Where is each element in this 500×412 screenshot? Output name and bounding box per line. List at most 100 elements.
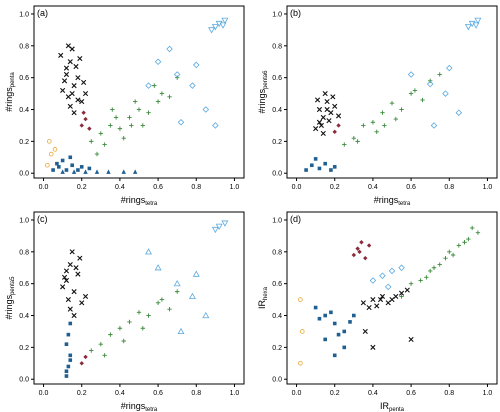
data-point: [374, 303, 380, 309]
data-point: [446, 64, 453, 72]
plot-frame: [33, 5, 245, 179]
data-point: [75, 97, 81, 103]
x-tick-label: 0.2: [330, 184, 340, 191]
data-point: [355, 246, 360, 251]
data-point: [317, 316, 322, 321]
data-point: [408, 91, 414, 96]
data-point: [370, 297, 376, 303]
data-point: [75, 271, 81, 277]
data-point: [380, 110, 385, 115]
data-point: [332, 129, 337, 135]
data-point: [140, 123, 146, 128]
data-point: [63, 71, 70, 78]
data-point: [79, 165, 84, 169]
data-point: [71, 289, 77, 295]
data-point: [332, 165, 337, 169]
data-point: [81, 79, 87, 86]
data-point: [60, 169, 65, 174]
data-point: [408, 336, 414, 342]
series-x: [58, 43, 89, 116]
data-point: [127, 319, 132, 325]
data-point: [94, 151, 100, 157]
x-axis-label-main: #rings: [121, 195, 146, 205]
data-point: [450, 252, 456, 258]
data-point: [370, 344, 376, 350]
data-point: [362, 328, 368, 335]
data-point: [389, 100, 395, 106]
data-point: [317, 166, 322, 171]
data-point: [335, 113, 342, 119]
x-tick-label: 0.4: [115, 390, 125, 397]
y-tick-label: 0.4: [19, 107, 29, 114]
data-point: [215, 223, 223, 230]
data-point: [46, 139, 52, 144]
x-tick-label: 0.6: [406, 390, 416, 397]
data-point: [370, 120, 376, 125]
x-axis-label-sub: tetra: [145, 407, 158, 412]
data-point: [60, 87, 66, 93]
y-tick-label: 0.0: [19, 377, 29, 384]
data-point: [366, 304, 372, 311]
data-point: [83, 169, 88, 174]
data-point: [332, 353, 337, 358]
data-point: [393, 116, 399, 122]
series-circle-open: [45, 139, 58, 168]
x-tick-label: 1.0: [483, 390, 493, 397]
data-point: [159, 91, 165, 96]
y-axis-label-sub: penta5: [10, 276, 16, 295]
x-tick-label: 0.0: [39, 184, 49, 191]
data-point: [146, 313, 151, 318]
data-point: [83, 116, 88, 122]
x-tick-label: 0.8: [444, 390, 454, 397]
data-point: [219, 22, 227, 29]
data-point: [108, 123, 113, 128]
data-point: [52, 147, 58, 152]
data-point: [377, 297, 384, 303]
data-point: [475, 230, 481, 235]
data-point: [399, 107, 404, 112]
data-point: [322, 91, 328, 97]
data-point: [98, 131, 104, 136]
series-triangle-down: [464, 17, 482, 31]
y-tick-label: 0.2: [19, 345, 29, 352]
data-point: [442, 90, 449, 97]
data-points: [45, 17, 229, 174]
y-tick-label: 0.6: [272, 281, 282, 288]
x-axis-label-sub: tetra: [145, 201, 158, 207]
y-tick-label: 0.2: [272, 345, 282, 352]
data-point: [167, 94, 172, 99]
data-point: [366, 243, 372, 248]
series-square: [64, 321, 73, 378]
data-point: [469, 225, 475, 231]
data-point: [447, 249, 452, 255]
data-point: [63, 268, 70, 274]
series-square: [304, 157, 337, 172]
x-tick-label: 0.8: [191, 390, 201, 397]
panel-label: (c): [37, 214, 48, 224]
y-axis-label-main: #rings: [257, 88, 267, 113]
data-points: [298, 225, 481, 366]
data-point: [87, 166, 92, 171]
x-tick-label: 1.0: [230, 390, 240, 397]
data-point: [202, 311, 210, 319]
data-point: [348, 320, 352, 324]
data-point: [474, 17, 482, 24]
data-point: [208, 27, 216, 34]
series-diamond-open: [369, 264, 405, 291]
y-axis-label-main: IR: [257, 300, 267, 310]
data-point: [329, 310, 333, 315]
data-point: [202, 106, 210, 113]
data-point: [318, 122, 324, 129]
y-tick-label: 0.4: [272, 313, 282, 320]
data-point: [313, 157, 318, 161]
y-axis-label: IRhexa: [257, 286, 269, 309]
y-tick-label: 1.0: [19, 11, 29, 18]
y-tick-label: 0.4: [272, 107, 282, 114]
data-point: [58, 52, 64, 58]
chart-panel-1: 0.0 0.2 0.4 0.6 0.8 1.0 0.0 0.2 0.4 0.6 0.8 1.0 (a) #…: [4, 5, 245, 207]
y-tick-label: 1.0: [272, 217, 282, 224]
y-tick-label: 0.6: [19, 281, 29, 288]
data-point: [89, 139, 94, 144]
data-point: [437, 72, 442, 77]
